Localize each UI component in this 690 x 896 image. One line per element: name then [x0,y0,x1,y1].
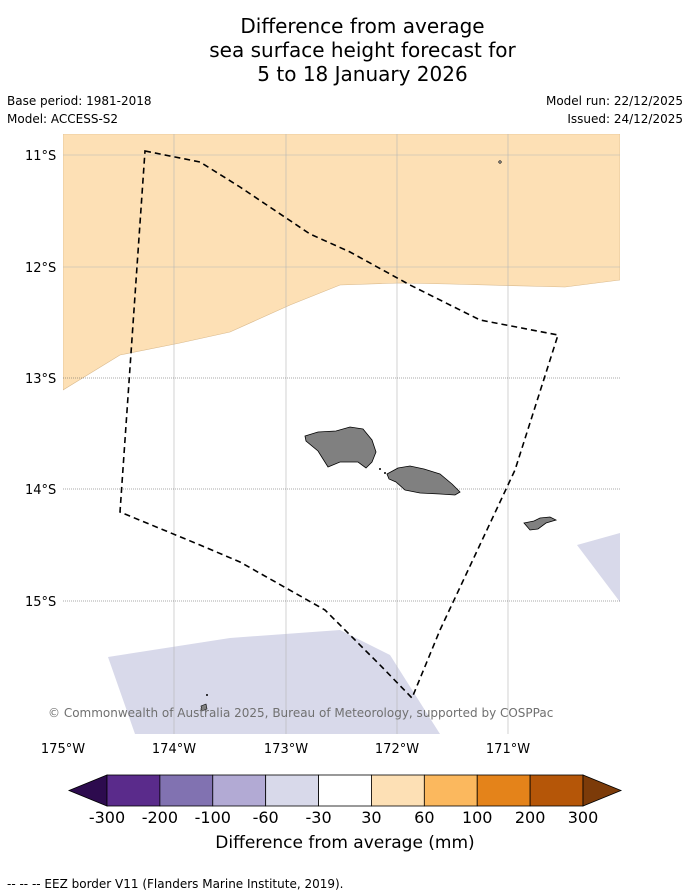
savaii-island [304,426,377,469]
tutuila-island [523,516,558,531]
negative-anomaly-region-east [577,533,620,602]
legend-color-bin [423,774,478,807]
legend-tick-label: 200 [515,808,546,827]
model-text: Model: ACCESS-S2 [7,112,119,126]
legend-color-bin [106,774,161,807]
niuafoou-island [200,703,208,712]
legend-color-bin [212,774,267,807]
legend-tick-label: -100 [195,808,231,827]
negative-anomaly-region-south [108,630,440,734]
copyright-text: © Commonwealth of Australia 2025, Bureau… [48,706,554,720]
legend-tick-label: 300 [568,808,599,827]
positive-anomaly-region [63,134,620,391]
upolu-island [386,465,461,496]
legend-tick-label: -60 [253,808,279,827]
legend-color-bin [371,774,425,807]
legend-tick-label: -30 [305,808,331,827]
legend-colorbar [67,774,623,807]
swains-island [498,160,502,164]
apolima-islet [384,472,386,474]
eez-border-note: -- -- -- EEZ border V11 (Flanders Marine… [7,877,344,891]
lat-label-13s: 13°S [25,372,56,387]
legend-color-bin [529,774,584,807]
title-line-1: Difference from average [240,14,485,38]
lon-label-175w: 175°W [41,742,85,757]
legend-tick-label: -200 [142,808,178,827]
eez-border [119,150,560,700]
lat-label-11s: 11°S [25,149,56,164]
legend-color-bin [159,774,214,807]
map-title: Difference from average sea surface heig… [0,14,690,86]
legend-tick-labels: -300 -200 -100 -60 -30 30 60 100 200 300 [89,808,598,827]
lon-label-173w: 173°W [264,742,308,757]
lat-label-15s: 15°S [25,595,56,610]
title-line-2: sea surface height forecast for [209,38,516,62]
lon-label-171w: 171°W [486,742,530,757]
manono-islet [379,468,381,470]
legend-title: Difference from average (mm) [215,833,475,853]
legend-tick-label: 60 [414,808,434,827]
title-line-3: 5 to 18 January 2026 [257,62,468,86]
graticule [63,134,620,734]
legend-extend-high [582,774,623,807]
map-area [63,134,620,734]
legend-color-bin [265,774,319,807]
base-period-text: Base period: 1981-2018 [7,94,152,108]
legend-tick-label: 100 [462,808,493,827]
legend-extend-low [67,774,108,807]
model-run-text: Model run: 22/12/2025 [545,94,683,108]
lon-label-172w: 172°W [375,742,419,757]
legend-color-bin [476,774,531,807]
legend-tick-label: 30 [361,808,381,827]
issued-text: Issued: 24/12/2025 [567,112,683,126]
legend-tick-label: -300 [89,808,125,827]
lon-label-174w: 174°W [152,742,196,757]
lat-label-14s: 14°S [25,483,56,498]
lat-label-12s: 12°S [25,261,56,276]
niuatoputapu-islet [206,694,208,696]
legend-color-bin [318,774,372,807]
